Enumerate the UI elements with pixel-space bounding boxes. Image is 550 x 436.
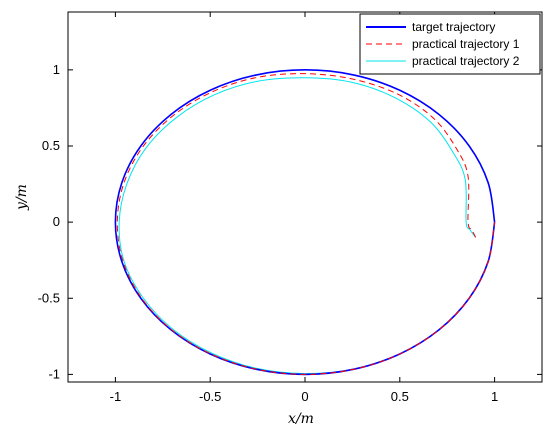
y-tick-label: 0.5: [42, 138, 60, 153]
legend-label-3: practical trajectory 2: [412, 54, 520, 68]
x-axis-label: x/m: [288, 411, 314, 427]
y-tick-label: -0.5: [38, 290, 60, 305]
x-tick-label: 0: [301, 389, 308, 404]
legend-box: [359, 13, 541, 75]
legend: target trajectory practical trajectory 1 p…: [359, 13, 541, 75]
series-line-2: [116, 73, 496, 375]
y-tick-label: -1: [48, 366, 60, 381]
legend-items: target trajectory practical trajectory 1 p…: [366, 20, 520, 68]
x-tick-label: 1: [491, 389, 498, 404]
legend-label-2: practical trajectory 1: [412, 37, 520, 51]
x-tick-label: -0.5: [199, 389, 221, 404]
legend-label-1: target trajectory: [412, 20, 495, 34]
y-tick-label: 1: [53, 62, 60, 77]
x-tick-label: -1: [110, 389, 122, 404]
x-tick-label: 0.5: [391, 389, 409, 404]
y-axis-label: y/m: [14, 184, 30, 211]
y-tick-label: 0: [53, 214, 60, 229]
tick-labels: -1 -0.5 0 0.5 1 -1 -0.5 0 0.5 1: [38, 62, 499, 404]
series-layer: [114, 69, 496, 376]
